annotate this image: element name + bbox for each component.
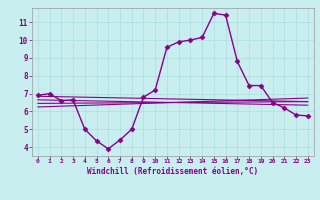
X-axis label: Windchill (Refroidissement éolien,°C): Windchill (Refroidissement éolien,°C) — [87, 167, 258, 176]
